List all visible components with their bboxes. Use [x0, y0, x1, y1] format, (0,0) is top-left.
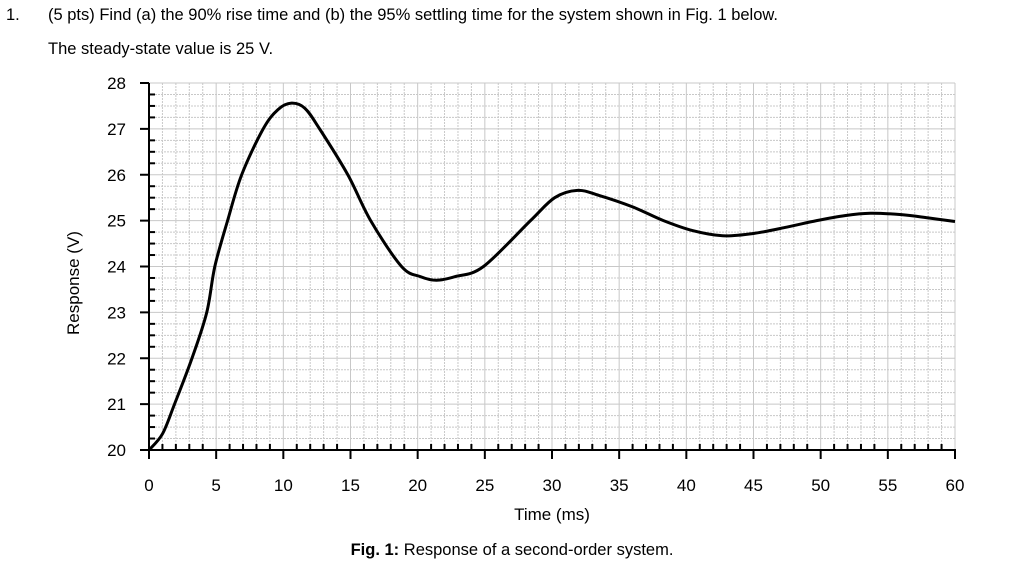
x-tick-label: 20: [408, 476, 427, 495]
y-tick-label: 22: [107, 349, 126, 368]
y-tick-label: 21: [107, 395, 126, 414]
y-tick-label: 23: [107, 303, 126, 322]
figure-caption-label: Fig. 1:: [350, 541, 400, 559]
y-tick-label: 25: [107, 212, 126, 231]
x-tick-label: 15: [341, 476, 360, 495]
response-curve: [147, 101, 956, 452]
y-tick-label: 26: [107, 166, 126, 185]
figure-caption-text: Response of a second-order system.: [399, 541, 674, 559]
question-text: (5 pts) Find (a) the 90% rise time and (…: [48, 6, 778, 24]
x-tick-label: 30: [543, 476, 562, 495]
y-tick-label: 20: [107, 441, 126, 460]
x-tick-labels: 0 5 10 15 20 25 30 35 40 45 50 55 60: [144, 476, 964, 495]
question-number: 1.: [6, 6, 20, 24]
axes: [140, 82, 956, 459]
y-tick-labels: 20 21 22 23 24 25 26 27 28: [107, 74, 126, 460]
x-tick-label: 25: [475, 476, 494, 495]
y-tick-label: 28: [107, 74, 126, 93]
x-tick-label: 35: [610, 476, 629, 495]
x-tick-label: 50: [811, 476, 830, 495]
y-tick-label: 27: [107, 120, 126, 139]
question-steady-state-note: The steady-state value is 25 V.: [48, 40, 274, 58]
x-tick-label: 45: [744, 476, 763, 495]
y-tick-label: 24: [107, 258, 126, 277]
x-tick-label: 55: [878, 476, 897, 495]
x-tick-label: 10: [274, 476, 293, 495]
grid: [148, 82, 956, 451]
y-axis-title: Response (V): [64, 231, 83, 335]
x-tick-label: 5: [211, 476, 220, 495]
x-tick-label: 40: [677, 476, 696, 495]
x-axis-title: Time (ms): [514, 505, 590, 524]
x-tick-label: 60: [946, 476, 965, 495]
figure-caption: Fig. 1: Response of a second-order syste…: [0, 541, 1024, 560]
x-tick-label: 0: [144, 476, 153, 495]
